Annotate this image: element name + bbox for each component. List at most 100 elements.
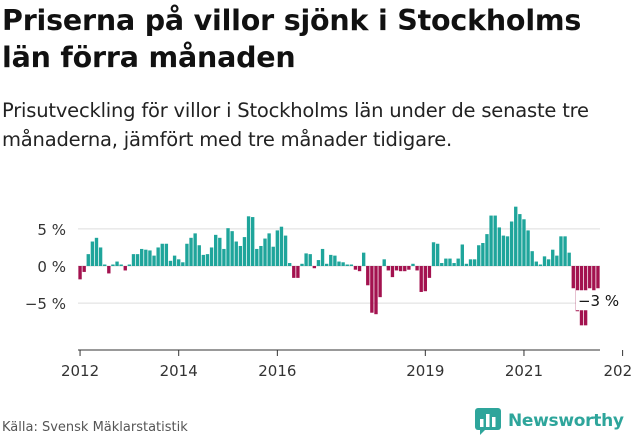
bar bbox=[370, 266, 374, 313]
bar bbox=[119, 264, 123, 266]
bar bbox=[98, 247, 103, 266]
bar bbox=[201, 254, 206, 266]
chart-subtitle: Prisutveckling för villor i Stockholms l… bbox=[2, 99, 589, 151]
bar bbox=[287, 263, 292, 266]
brand-logo: Newsworthy bbox=[474, 407, 624, 435]
bar bbox=[164, 243, 169, 266]
bar bbox=[300, 263, 304, 266]
bar bbox=[472, 259, 477, 266]
bar bbox=[246, 216, 251, 266]
bar bbox=[345, 264, 349, 266]
x-tick-label: 2023 bbox=[604, 362, 631, 380]
newsworthy-chart-logo-icon bbox=[475, 408, 501, 435]
bar bbox=[123, 266, 127, 271]
bar bbox=[185, 243, 189, 266]
bar bbox=[251, 217, 255, 266]
bar bbox=[78, 266, 82, 280]
bar bbox=[86, 254, 90, 266]
bar bbox=[448, 258, 452, 266]
bar-chart: 5 % 0 % −5 % 2012 2014 2016 2019 2021 2023 −3 % bbox=[25, 206, 631, 380]
brand-name: Newsworthy bbox=[508, 411, 624, 431]
bar bbox=[205, 254, 210, 266]
bar bbox=[571, 266, 575, 289]
bar bbox=[82, 266, 86, 272]
bar bbox=[588, 266, 592, 289]
bar bbox=[160, 243, 164, 266]
y-tick-label: 5 % bbox=[37, 221, 66, 239]
x-tick-label: 2012 bbox=[61, 362, 99, 380]
bar bbox=[551, 249, 555, 266]
y-tick-label: −5 % bbox=[25, 295, 66, 313]
bar bbox=[168, 260, 173, 266]
x-axis-ticks: 2012 2014 2016 2019 2021 2023 bbox=[61, 350, 631, 380]
bar bbox=[90, 241, 95, 266]
bar bbox=[485, 234, 489, 266]
bar bbox=[226, 228, 230, 266]
bar bbox=[423, 266, 427, 292]
bar bbox=[329, 254, 333, 266]
bar bbox=[263, 238, 267, 266]
bar bbox=[382, 259, 386, 266]
bar bbox=[255, 248, 259, 266]
bar bbox=[152, 255, 156, 266]
bar bbox=[127, 264, 132, 266]
bar bbox=[378, 266, 382, 298]
bar bbox=[353, 266, 358, 270]
bar bbox=[411, 263, 415, 266]
bar bbox=[374, 266, 378, 315]
bar bbox=[575, 266, 580, 312]
bar bbox=[111, 264, 115, 266]
bar bbox=[337, 261, 341, 266]
bar bbox=[567, 252, 571, 266]
bar bbox=[477, 245, 481, 266]
bar bbox=[456, 258, 460, 266]
bar bbox=[222, 248, 226, 266]
bar bbox=[135, 254, 140, 266]
bar bbox=[497, 227, 501, 266]
bar bbox=[148, 250, 152, 266]
bar bbox=[501, 235, 506, 266]
bar bbox=[530, 251, 534, 266]
bar bbox=[489, 215, 493, 266]
bar bbox=[316, 260, 321, 266]
bar bbox=[546, 259, 551, 266]
end-data-label: −3 % bbox=[578, 292, 619, 310]
bar bbox=[538, 264, 543, 266]
bar bbox=[357, 266, 362, 272]
bar bbox=[189, 237, 193, 266]
bar bbox=[394, 266, 399, 271]
bar bbox=[493, 215, 497, 266]
bar bbox=[214, 234, 218, 266]
bar bbox=[341, 262, 345, 266]
bar bbox=[349, 264, 354, 266]
bar bbox=[230, 231, 234, 266]
bar bbox=[197, 245, 201, 266]
bar bbox=[259, 245, 263, 266]
bar bbox=[181, 262, 185, 266]
bar bbox=[140, 248, 144, 266]
bar bbox=[518, 214, 522, 266]
bar bbox=[292, 266, 296, 278]
bar bbox=[415, 266, 419, 271]
bar bbox=[115, 261, 119, 266]
bar bbox=[177, 259, 181, 266]
bar bbox=[464, 263, 469, 266]
bar bbox=[435, 243, 440, 266]
bar bbox=[271, 246, 275, 266]
bar bbox=[563, 236, 567, 266]
data-labels: −3 % bbox=[575, 290, 620, 311]
bar bbox=[94, 237, 99, 266]
x-tick-label: 2016 bbox=[258, 362, 296, 380]
bar bbox=[431, 242, 436, 266]
bar bbox=[427, 266, 432, 278]
bar bbox=[452, 263, 456, 266]
bar bbox=[403, 266, 407, 272]
bar bbox=[468, 259, 473, 266]
bar bbox=[509, 221, 514, 266]
bars bbox=[78, 206, 600, 326]
bar bbox=[522, 219, 526, 266]
bar bbox=[107, 266, 111, 274]
bar bbox=[419, 266, 423, 292]
bar bbox=[304, 253, 308, 266]
bar bbox=[534, 261, 538, 266]
